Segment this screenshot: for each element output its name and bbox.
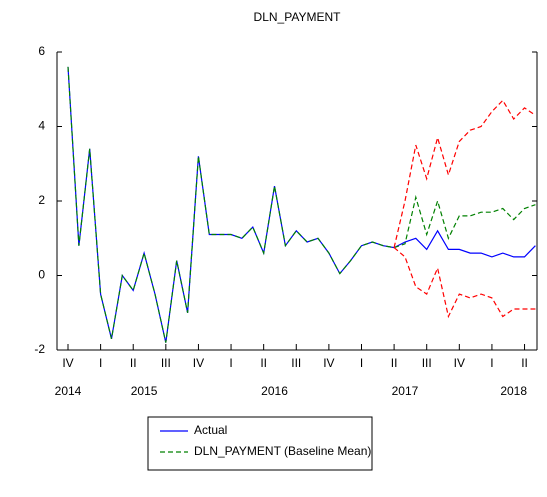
- year-label: 2016: [261, 384, 288, 398]
- series-line: [393, 247, 536, 319]
- x-tick-label: I: [229, 356, 232, 370]
- year-label: 2014: [55, 384, 82, 398]
- chart-title: DLN_PAYMENT: [254, 10, 342, 24]
- x-tick-label: I: [490, 356, 493, 370]
- x-tick-label: II: [391, 356, 398, 370]
- legend: [147, 416, 373, 471]
- x-tick-label: III: [161, 356, 171, 370]
- x-tick-label: IV: [454, 356, 465, 370]
- year-label: 2017: [392, 384, 419, 398]
- legend-label: DLN_PAYMENT (Baseline Mean): [194, 444, 371, 458]
- legend-label: Actual: [194, 423, 227, 437]
- year-label: 2018: [500, 384, 527, 398]
- x-tick-label: IV: [323, 356, 334, 370]
- x-tick-label: I: [360, 356, 363, 370]
- y-tick-label: -2: [34, 342, 45, 356]
- x-tick-label: I: [99, 356, 102, 370]
- series-line: [393, 99, 536, 248]
- x-tick-label: IV: [62, 356, 73, 370]
- series-line: [67, 66, 536, 343]
- x-tick-label: IV: [193, 356, 204, 370]
- x-tick-label: II: [130, 356, 137, 370]
- series-line: [67, 66, 536, 343]
- x-tick-label: III: [291, 356, 301, 370]
- x-tick-label: II: [521, 356, 528, 370]
- y-tick-label: 0: [38, 268, 45, 282]
- x-tick-label: II: [260, 356, 267, 370]
- y-tick-label: 6: [38, 44, 45, 58]
- y-tick-label: 2: [38, 193, 45, 207]
- y-tick-label: 4: [38, 119, 45, 133]
- year-label: 2015: [131, 384, 158, 398]
- x-tick-label: III: [422, 356, 432, 370]
